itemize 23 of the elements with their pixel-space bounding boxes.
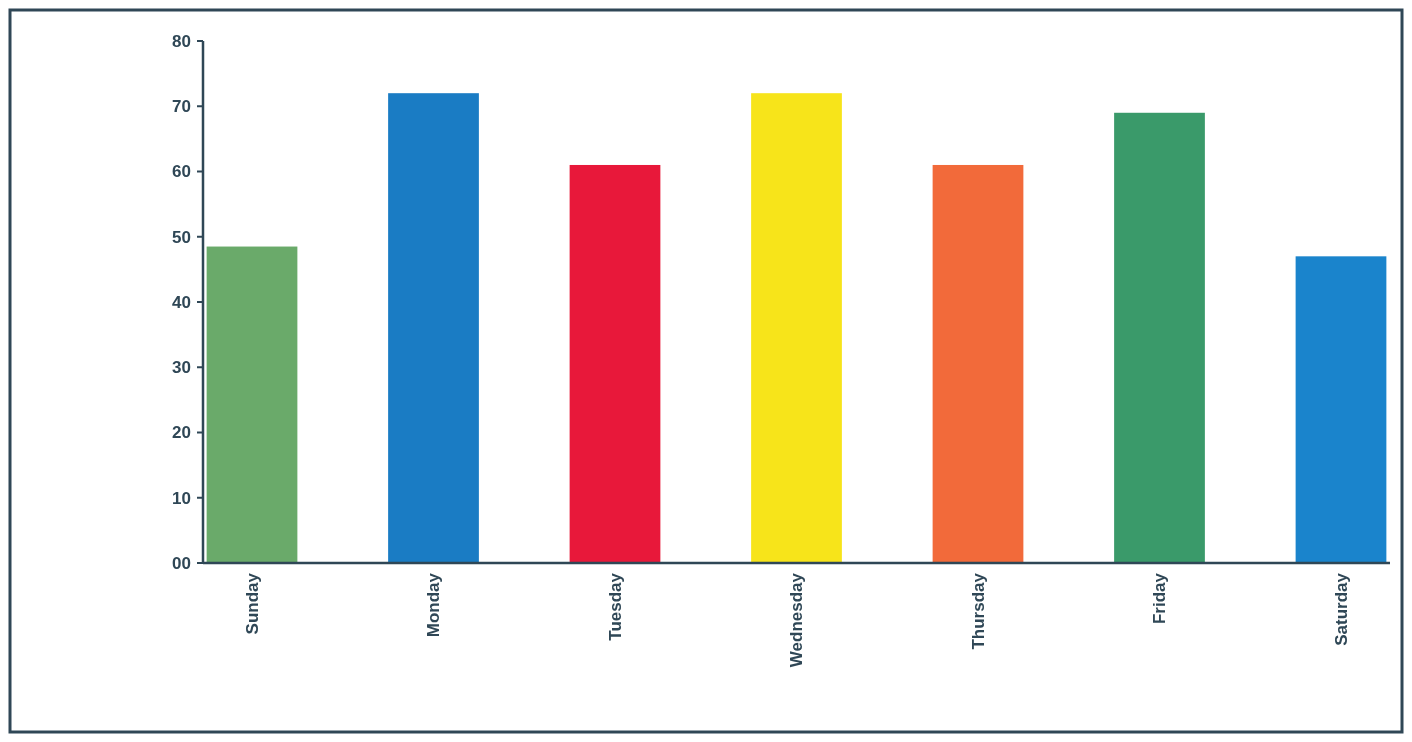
y-tick-label: 70: [172, 97, 191, 117]
y-tick-label: 00: [172, 553, 191, 573]
y-tick-label: 40: [172, 292, 191, 312]
y-tick-label: 50: [172, 227, 191, 247]
bar: [751, 93, 842, 563]
y-tick-label: 20: [172, 423, 191, 443]
bar: [1295, 256, 1387, 563]
x-tick-label: Friday: [1150, 572, 1170, 625]
bar: [932, 164, 1024, 563]
bar: [1114, 112, 1205, 563]
x-tick-label: Monday: [424, 572, 444, 638]
y-tick-label: 30: [172, 358, 191, 378]
x-tick-label: Thursday: [968, 572, 988, 650]
x-tick-label: Sunday: [242, 572, 262, 635]
bar: [569, 164, 661, 563]
y-tick-label: 60: [172, 162, 191, 182]
x-tick-label: Saturday: [1331, 572, 1351, 646]
x-tick-label: Wednesday: [787, 572, 807, 668]
y-tick-label: 80: [172, 31, 191, 51]
bar: [206, 246, 298, 563]
x-tick-label: Tuesday: [605, 572, 625, 641]
bar: [388, 93, 479, 563]
y-tick-label: 10: [172, 488, 191, 508]
